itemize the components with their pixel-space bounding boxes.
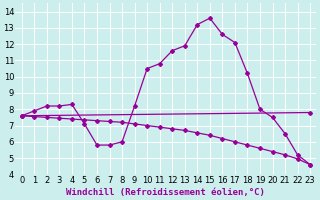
X-axis label: Windchill (Refroidissement éolien,°C): Windchill (Refroidissement éolien,°C) [67,188,265,197]
